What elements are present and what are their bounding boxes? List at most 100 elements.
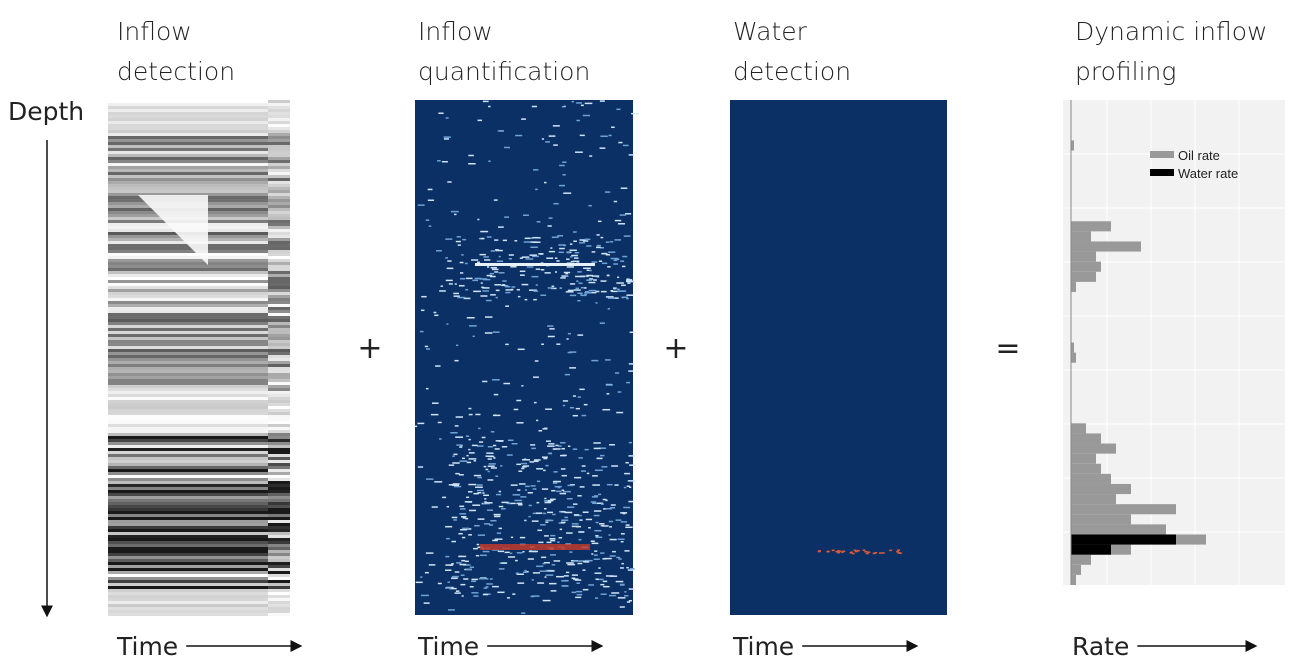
texture-speck	[468, 439, 470, 441]
panel-title: detection	[733, 57, 851, 86]
texture-speck	[477, 445, 484, 447]
texture-speck	[536, 468, 543, 470]
texture-speck	[606, 393, 609, 395]
texture-speck	[447, 506, 449, 508]
texture-stripe	[268, 472, 290, 475]
texture-stripe	[268, 568, 290, 571]
texture-speck	[617, 277, 619, 279]
texture-speck	[472, 504, 480, 506]
texture-speck	[613, 263, 618, 265]
texture-speck	[595, 597, 598, 599]
texture-speck	[451, 541, 456, 543]
texture-speck	[496, 494, 501, 496]
texture-speck	[600, 100, 605, 102]
texture-stripe	[108, 442, 268, 445]
texture-speck	[584, 294, 587, 296]
texture-streak	[480, 544, 590, 550]
texture-stripe	[108, 466, 268, 469]
texture-speck	[519, 483, 526, 485]
texture-speck	[494, 271, 498, 273]
oil-bar	[1071, 241, 1141, 251]
texture-stripe	[268, 319, 290, 322]
diagram: InflowdetectionTimeInflowquantificationT…	[0, 0, 1292, 664]
texture-stripe	[268, 604, 290, 607]
texture-speck	[505, 289, 512, 291]
texture-speck	[533, 376, 539, 378]
texture-speck	[594, 558, 600, 560]
texture-stripe	[108, 151, 268, 154]
texture-speck	[618, 223, 625, 225]
texture-stripe	[108, 532, 268, 535]
texture-speck	[482, 290, 489, 292]
texture-stripe	[108, 127, 268, 130]
texture-stripe	[268, 151, 290, 154]
texture-speck	[620, 584, 625, 586]
texture-speck	[488, 471, 490, 473]
texture-speck	[586, 519, 592, 521]
texture-speck	[607, 266, 610, 268]
texture-speck	[621, 541, 624, 543]
texture-stripe	[108, 490, 268, 493]
texture-speck	[556, 576, 564, 578]
texture-speck	[566, 532, 573, 534]
texture-speck	[461, 574, 465, 576]
texture-speck	[491, 267, 497, 269]
texture-speck	[867, 551, 870, 553]
texture-stripe	[268, 505, 290, 508]
texture-speck	[458, 556, 466, 558]
texture-speck	[459, 513, 466, 515]
texture-speck	[510, 553, 512, 555]
texture-speck	[569, 351, 576, 353]
texture-speck	[460, 508, 466, 510]
texture-speck	[485, 455, 493, 457]
texture-speck	[540, 524, 546, 526]
texture-speck	[562, 106, 564, 108]
texture-speck	[509, 254, 514, 256]
texture-speck	[441, 285, 443, 287]
texture-speck	[818, 551, 821, 553]
texture-speck	[499, 528, 502, 530]
texture-speck	[611, 592, 619, 594]
texture-speck	[481, 238, 485, 240]
texture-speck	[478, 428, 480, 430]
texture-speck	[531, 448, 536, 450]
texture-stripe	[108, 463, 268, 466]
texture-stripe	[108, 565, 268, 568]
texture-speck	[452, 576, 459, 578]
texture-speck	[589, 155, 592, 157]
texture-speck	[557, 235, 563, 237]
texture-speck	[561, 519, 568, 521]
texture-stripe	[108, 412, 268, 415]
texture-speck	[491, 431, 495, 433]
texture-speck	[425, 572, 429, 574]
texture-speck	[593, 442, 600, 444]
texture-stripe	[268, 502, 290, 505]
texture-stripe	[268, 331, 290, 334]
texture-speck	[617, 289, 620, 291]
legend-swatch	[1150, 151, 1174, 158]
texture-speck	[556, 343, 560, 345]
texture-speck	[431, 414, 438, 416]
texture-speck	[600, 136, 607, 138]
texture-speck	[429, 225, 432, 227]
texture-speck	[456, 416, 463, 418]
texture-stripe	[268, 415, 290, 418]
texture-stripe	[268, 601, 290, 604]
texture-speck	[581, 287, 584, 289]
texture-stripe	[108, 541, 268, 544]
texture-speck	[605, 359, 611, 361]
texture-stripe	[108, 451, 268, 454]
texture-speck	[596, 234, 599, 236]
texture-speck	[437, 160, 441, 162]
texture-stripe	[108, 313, 268, 316]
texture-speck	[586, 279, 592, 281]
texture-speck	[616, 109, 620, 111]
texture-speck	[476, 555, 479, 557]
texture-stripe	[108, 286, 268, 289]
texture-speck	[562, 475, 567, 477]
texture-speck	[522, 551, 524, 553]
texture-speck	[620, 567, 624, 569]
texture-speck	[600, 147, 606, 149]
texture-speck	[468, 163, 475, 165]
oil-bar	[1071, 565, 1081, 575]
